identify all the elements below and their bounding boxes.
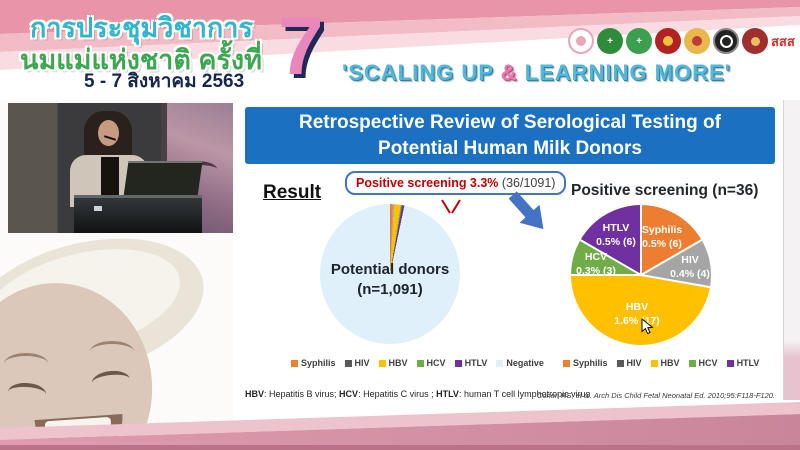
presenter-video xyxy=(8,103,233,233)
legend-label: HCV xyxy=(426,358,446,368)
footer-bottom-line xyxy=(0,445,800,450)
positive-screening-callout: Positive screening 3.3% (36/1091) xyxy=(345,171,567,195)
royal-emblem-logo xyxy=(655,28,681,54)
legend-label: HIV xyxy=(626,358,642,368)
callout-highlight: Positive screening 3.3% xyxy=(356,176,499,190)
callout-detail: (36/1091) xyxy=(501,176,556,190)
left-pie-label-line2: (n=1,091) xyxy=(357,280,423,298)
legend-label: Negative xyxy=(506,358,544,368)
footnote-term-hbv: HBV xyxy=(245,389,265,399)
legend-label: Syphilis xyxy=(301,358,336,368)
legend-item-htlv: HTLV xyxy=(726,358,760,368)
left-pie-center-label: Potential donors (n=1,091) xyxy=(290,260,490,299)
slogan-close: LEARNING MORE' xyxy=(517,60,731,85)
legend-label: HTLV xyxy=(736,358,760,368)
legend-item-hcv: HCV xyxy=(416,358,446,368)
society-emblem-logo xyxy=(742,28,768,54)
legend-item-hbv: HBV xyxy=(650,358,680,368)
slice-value: 0.5% (6) xyxy=(642,237,682,250)
pink-footer-band xyxy=(0,400,800,450)
presenter-face xyxy=(98,120,119,146)
callout-pointer xyxy=(441,199,461,214)
mouse-cursor-icon xyxy=(641,318,654,335)
legend-item-hiv: HIV xyxy=(344,358,370,368)
abbreviation-footnote: HBV: Hepatitis B virus; HCV: Hepatitis C… xyxy=(245,389,590,399)
legend-item-hbv: HBV xyxy=(378,358,408,368)
legend-label: HBV xyxy=(660,358,680,368)
left-pie-label-line1: Potential donors xyxy=(330,261,450,278)
slogan-open: 'SCALING UP xyxy=(342,60,501,85)
conference-title-line2: นมแม่แห่งชาติ ครั้งที่ xyxy=(20,45,262,75)
pie-chart-positive-screening xyxy=(571,205,711,345)
footnote-def-hbv: : Hepatitis B virus; xyxy=(264,389,340,399)
slice-name: HBV xyxy=(625,301,649,313)
legend-label: HIV xyxy=(354,358,370,368)
legend-item-negative: Negative xyxy=(496,358,544,368)
sponsor-logos: + + สสส xyxy=(568,28,795,54)
conference-slogan: 'SCALING UP & LEARNING MORE' xyxy=(342,60,731,86)
legend-item-hiv: HIV xyxy=(616,358,642,368)
right-pie-legend: Syphilis HIV HBV HCV HTLV xyxy=(563,358,759,368)
pie-slice-label-hcv: HCV 0.3% (3) xyxy=(561,251,631,278)
slice-name: HCV xyxy=(584,251,608,263)
legend-item-htlv: HTLV xyxy=(454,358,488,368)
slide-title-bar: Retrospective Review of Serological Test… xyxy=(245,107,775,164)
slice-value: 1.6% (17) xyxy=(614,314,660,327)
slide-title: Retrospective Review of Serological Test… xyxy=(299,111,721,159)
laptop xyxy=(123,161,203,197)
right-pie-title: Positive screening (n=36) xyxy=(571,182,759,199)
slogan-ampersand: & xyxy=(500,60,518,85)
legend-label: HBV xyxy=(388,358,408,368)
legend-item-syphilis: Syphilis xyxy=(291,358,336,368)
conference-dates: 5 - 7 สิงหาคม 2563 xyxy=(84,71,245,92)
slice-name: Syphilis xyxy=(641,224,683,236)
podium xyxy=(74,195,202,233)
pie-slice-label-hiv: HIV 0.4% (4) xyxy=(655,254,725,281)
medical-association-logo: + xyxy=(626,28,652,54)
slice-name: HTLV xyxy=(602,222,630,234)
legend-label: HCV xyxy=(698,358,718,368)
baby-eyebrow-left xyxy=(4,353,48,374)
footnote-def-hcv: : Hepatitis C virus ; xyxy=(358,389,437,399)
university-emblem-logo xyxy=(713,28,739,54)
breastfeeding-foundation-logo xyxy=(568,28,594,54)
slice-value: 0.4% (4) xyxy=(670,267,710,280)
presentation-slide: Retrospective Review of Serological Test… xyxy=(233,100,783,403)
sss-health-fund-logo: สสส xyxy=(771,33,795,49)
result-heading: Result xyxy=(263,182,322,203)
pie-slice-label-syphilis: Syphilis 0.5% (6) xyxy=(627,224,697,251)
presenter-shirt xyxy=(101,157,119,199)
footnote-def-htlv: : human T cell lymphotropic virus xyxy=(458,389,591,399)
royal-college-logo xyxy=(684,28,710,54)
baby-eyebrow-right xyxy=(90,341,134,362)
legend-item-syphilis: Syphilis xyxy=(563,358,608,368)
pie-slice-label-htlv: HTLV 0.5% (6) xyxy=(581,222,651,249)
pie-slice-label-hbv: HBV 1.6% (17) xyxy=(602,301,672,328)
slice-name: HIV xyxy=(681,254,699,266)
pie-chart-potential-donors xyxy=(320,204,460,344)
legend-label: Syphilis xyxy=(573,358,608,368)
conference-title-line1: การประชุมวิชาการ xyxy=(30,13,253,43)
legend-item-hcv: HCV xyxy=(688,358,718,368)
health-ministry-logo: + xyxy=(597,28,623,54)
left-pie-legend: Syphilis HIV HBV HCV HTLV Negative xyxy=(291,358,544,368)
conference-edition-number: 7 xyxy=(278,1,324,92)
citation: Cohen RS, et al. Arch Dis Child Fetal Ne… xyxy=(536,391,775,400)
legend-label: HTLV xyxy=(464,358,488,368)
conference-banner: การประชุมวิชาการ นมแม่แห่งชาติ ครั้งที่ … xyxy=(0,0,800,100)
slice-value: 0.5% (6) xyxy=(596,235,636,248)
slice-value: 0.3% (3) xyxy=(576,264,616,277)
footnote-term-hcv: HCV xyxy=(339,389,359,399)
footnote-term-htlv: HTLV xyxy=(436,389,459,399)
right-margin-strip xyxy=(783,100,800,400)
